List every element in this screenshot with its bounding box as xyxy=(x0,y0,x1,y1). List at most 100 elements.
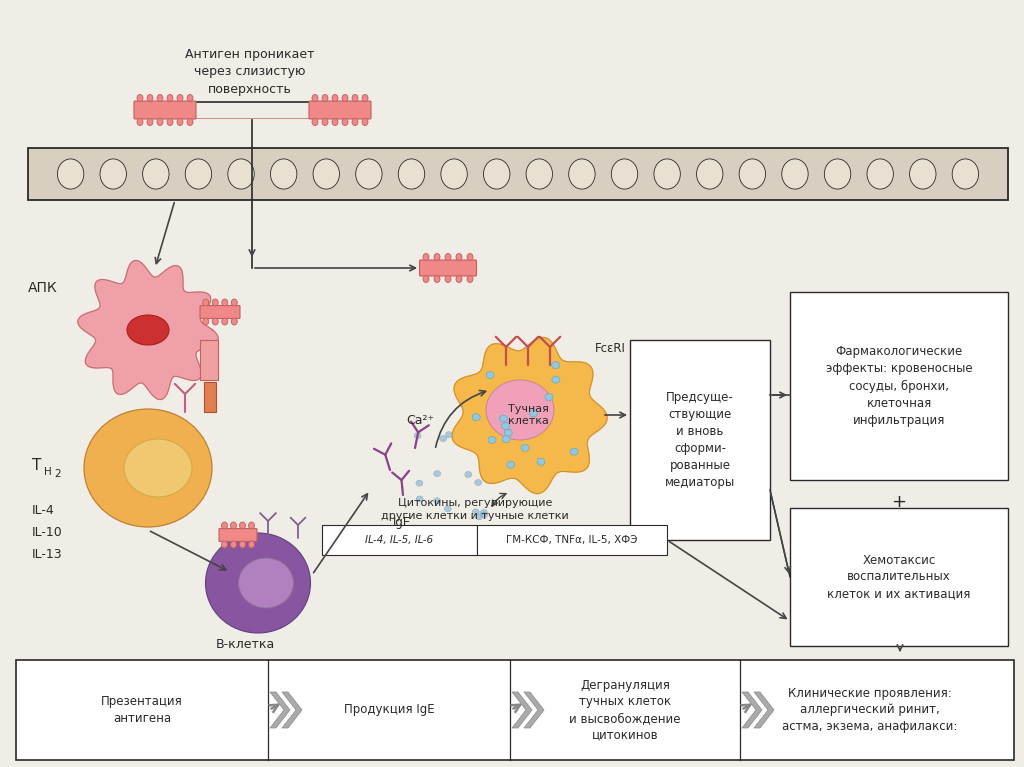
Polygon shape xyxy=(452,337,607,494)
Ellipse shape xyxy=(476,514,482,520)
Text: Хемотаксис
воспалительных
клеток и их активация: Хемотаксис воспалительных клеток и их ак… xyxy=(827,554,971,601)
Text: ГМ-КСФ, TNFα, IL-5, ХФЭ: ГМ-КСФ, TNFα, IL-5, ХФЭ xyxy=(506,535,638,545)
Ellipse shape xyxy=(423,254,429,261)
Text: Ca²⁺: Ca²⁺ xyxy=(406,413,434,426)
Ellipse shape xyxy=(552,377,560,384)
Ellipse shape xyxy=(434,275,440,282)
Text: Фармакологические
эффекты: кровеносные
сосуды, бронхи,
клеточная
инфильтрация: Фармакологические эффекты: кровеносные с… xyxy=(825,345,973,426)
Text: IL-4: IL-4 xyxy=(32,503,54,516)
Ellipse shape xyxy=(445,254,451,261)
Ellipse shape xyxy=(57,159,84,189)
Ellipse shape xyxy=(521,444,529,452)
Ellipse shape xyxy=(439,436,446,442)
FancyBboxPatch shape xyxy=(322,525,477,555)
FancyBboxPatch shape xyxy=(790,508,1008,646)
Ellipse shape xyxy=(221,522,227,529)
Ellipse shape xyxy=(231,318,238,325)
FancyBboxPatch shape xyxy=(200,340,218,380)
Text: IL-4, IL-5, IL-6: IL-4, IL-5, IL-6 xyxy=(366,535,433,545)
Ellipse shape xyxy=(352,94,358,101)
Ellipse shape xyxy=(177,118,183,126)
Ellipse shape xyxy=(568,159,595,189)
Ellipse shape xyxy=(249,522,255,529)
Ellipse shape xyxy=(124,439,193,497)
Ellipse shape xyxy=(206,533,310,633)
Ellipse shape xyxy=(222,299,227,306)
Ellipse shape xyxy=(249,541,255,548)
Ellipse shape xyxy=(212,299,218,306)
Ellipse shape xyxy=(472,509,479,515)
Ellipse shape xyxy=(147,94,153,101)
FancyBboxPatch shape xyxy=(16,660,1014,760)
FancyBboxPatch shape xyxy=(200,305,240,318)
Ellipse shape xyxy=(221,541,227,548)
Ellipse shape xyxy=(352,118,358,126)
Polygon shape xyxy=(270,692,290,728)
Ellipse shape xyxy=(362,94,368,101)
Polygon shape xyxy=(754,692,774,728)
Text: АПК: АПК xyxy=(28,281,57,295)
Ellipse shape xyxy=(137,94,143,101)
Ellipse shape xyxy=(444,505,452,512)
Ellipse shape xyxy=(465,472,472,478)
Ellipse shape xyxy=(507,461,515,468)
Text: В-клетка: В-клетка xyxy=(215,638,274,651)
Text: IgE: IgE xyxy=(393,516,411,529)
FancyBboxPatch shape xyxy=(28,148,1008,200)
Ellipse shape xyxy=(433,498,440,504)
Ellipse shape xyxy=(416,496,423,502)
FancyBboxPatch shape xyxy=(309,101,371,119)
Text: +: + xyxy=(892,493,906,511)
Ellipse shape xyxy=(312,94,318,101)
Ellipse shape xyxy=(240,522,246,529)
Text: 2: 2 xyxy=(54,469,60,479)
Polygon shape xyxy=(512,692,532,728)
Text: H: H xyxy=(44,467,52,477)
Ellipse shape xyxy=(416,480,423,486)
Ellipse shape xyxy=(475,479,481,486)
Polygon shape xyxy=(742,692,762,728)
Ellipse shape xyxy=(493,535,500,541)
Polygon shape xyxy=(282,692,302,728)
Ellipse shape xyxy=(467,254,473,261)
Ellipse shape xyxy=(488,436,496,443)
Ellipse shape xyxy=(240,541,246,548)
FancyBboxPatch shape xyxy=(420,260,476,276)
Ellipse shape xyxy=(177,94,183,101)
Ellipse shape xyxy=(100,159,126,189)
Ellipse shape xyxy=(486,380,554,440)
Text: IL-13: IL-13 xyxy=(32,548,62,561)
Ellipse shape xyxy=(486,371,494,379)
Text: Тучная
клетка: Тучная клетка xyxy=(508,403,549,426)
Ellipse shape xyxy=(127,315,169,345)
Ellipse shape xyxy=(414,433,421,439)
Text: IL-10: IL-10 xyxy=(32,525,62,538)
Ellipse shape xyxy=(239,558,294,608)
Text: Антиген проникает
через слизистую
поверхность: Антиген проникает через слизистую поверх… xyxy=(185,48,314,96)
Ellipse shape xyxy=(322,118,328,126)
Ellipse shape xyxy=(570,448,579,455)
FancyBboxPatch shape xyxy=(219,528,257,542)
Ellipse shape xyxy=(187,118,193,126)
FancyBboxPatch shape xyxy=(134,101,196,119)
Text: T: T xyxy=(32,457,41,472)
Text: Клинические проявления:
аллергический ринит,
астма, экзема, анафилакси:: Клинические проявления: аллергический ри… xyxy=(782,687,957,733)
Ellipse shape xyxy=(504,430,512,436)
Ellipse shape xyxy=(526,159,553,189)
Ellipse shape xyxy=(227,159,254,189)
Ellipse shape xyxy=(137,118,143,126)
Ellipse shape xyxy=(480,509,487,515)
Ellipse shape xyxy=(423,275,429,282)
Ellipse shape xyxy=(456,275,462,282)
Ellipse shape xyxy=(909,159,936,189)
Ellipse shape xyxy=(545,393,553,400)
Ellipse shape xyxy=(342,118,348,126)
Ellipse shape xyxy=(467,275,473,282)
Ellipse shape xyxy=(398,159,425,189)
Text: Презентация
антигена: Презентация антигена xyxy=(101,695,183,725)
Ellipse shape xyxy=(445,432,453,438)
Ellipse shape xyxy=(781,159,808,189)
Ellipse shape xyxy=(167,118,173,126)
Ellipse shape xyxy=(185,159,212,189)
FancyBboxPatch shape xyxy=(630,340,770,540)
